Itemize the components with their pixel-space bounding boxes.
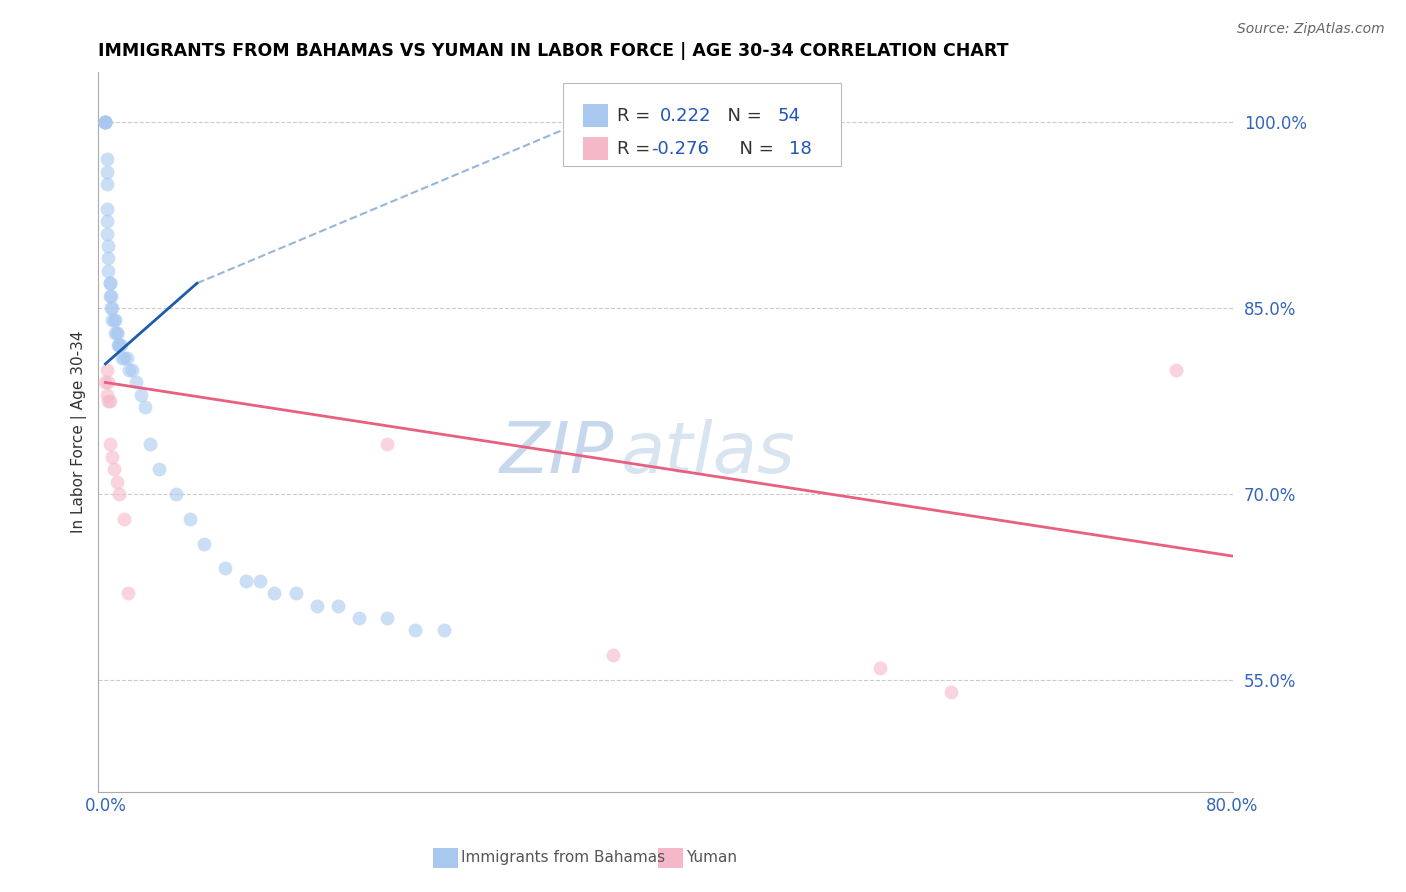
Point [214,561,236,575]
Point [1166,363,1188,377]
Point [97,394,120,409]
Point [432,624,454,638]
Point [263,586,285,600]
Point [96,214,118,228]
Point [179,512,201,526]
Point [347,611,370,625]
Point [94,115,117,129]
Text: 0.222: 0.222 [659,106,711,125]
Point [111,351,134,365]
Text: IMMIGRANTS FROM BAHAMAS VS YUMAN IN LABOR FORCE | AGE 30-34 CORRELATION CHART: IMMIGRANTS FROM BAHAMAS VS YUMAN IN LABO… [98,42,1010,60]
Point [108,338,131,352]
Point [94,376,117,390]
Point [235,574,257,588]
Text: ZIP: ZIP [501,419,614,488]
Point [94,115,117,129]
Point [94,115,117,129]
Point [105,475,128,489]
Point [96,177,118,191]
Point [97,376,120,390]
FancyBboxPatch shape [564,83,841,166]
Text: Yuman: Yuman [686,850,737,864]
Point [98,277,121,291]
Point [249,574,271,588]
Text: R =: R = [617,106,655,125]
Point [98,288,121,302]
Text: Immigrants from Bahamas: Immigrants from Bahamas [461,850,665,864]
Point [118,363,141,377]
Point [98,437,121,451]
Point [125,376,148,390]
Point [115,351,138,365]
FancyBboxPatch shape [582,104,607,127]
Point [108,338,131,352]
Point [375,437,398,451]
Point [869,661,891,675]
Point [96,153,118,167]
Y-axis label: In Labor Force | Age 30-34: In Labor Force | Age 30-34 [72,331,87,533]
Point [103,462,125,476]
Point [110,338,132,352]
Point [121,363,143,377]
Text: R =: R = [617,140,655,158]
Point [96,363,118,377]
Point [96,227,118,241]
Text: N =: N = [728,140,779,158]
Point [105,326,128,340]
Point [104,326,127,340]
Point [112,512,135,526]
Point [193,536,215,550]
Point [375,611,398,625]
Point [96,164,118,178]
Point [404,624,426,638]
Point [100,301,122,315]
Point [98,277,121,291]
Point [96,202,118,216]
Point [94,115,117,129]
Point [103,313,125,327]
Point [101,301,124,315]
Point [129,388,152,402]
Text: atlas: atlas [620,419,794,488]
Point [165,487,187,501]
Point [101,450,124,464]
Point [98,394,121,409]
Point [305,599,328,613]
Point [284,586,307,600]
Point [97,252,120,266]
Point [117,586,139,600]
Point [107,338,129,352]
Point [326,599,349,613]
Point [112,351,135,365]
Point [602,648,624,663]
Point [108,487,131,501]
Point [139,437,162,451]
Point [97,264,120,278]
Point [105,326,128,340]
Point [134,401,156,415]
Text: N =: N = [717,106,768,125]
Point [101,313,124,327]
Text: 18: 18 [789,140,811,158]
Point [96,388,118,402]
Point [97,239,120,253]
Text: 54: 54 [778,106,801,125]
Text: -0.276: -0.276 [651,140,709,158]
Point [104,313,127,327]
Point [100,288,122,302]
Point [94,115,117,129]
Point [148,462,170,476]
Point [939,685,962,699]
FancyBboxPatch shape [582,137,607,161]
Text: Source: ZipAtlas.com: Source: ZipAtlas.com [1237,22,1385,37]
